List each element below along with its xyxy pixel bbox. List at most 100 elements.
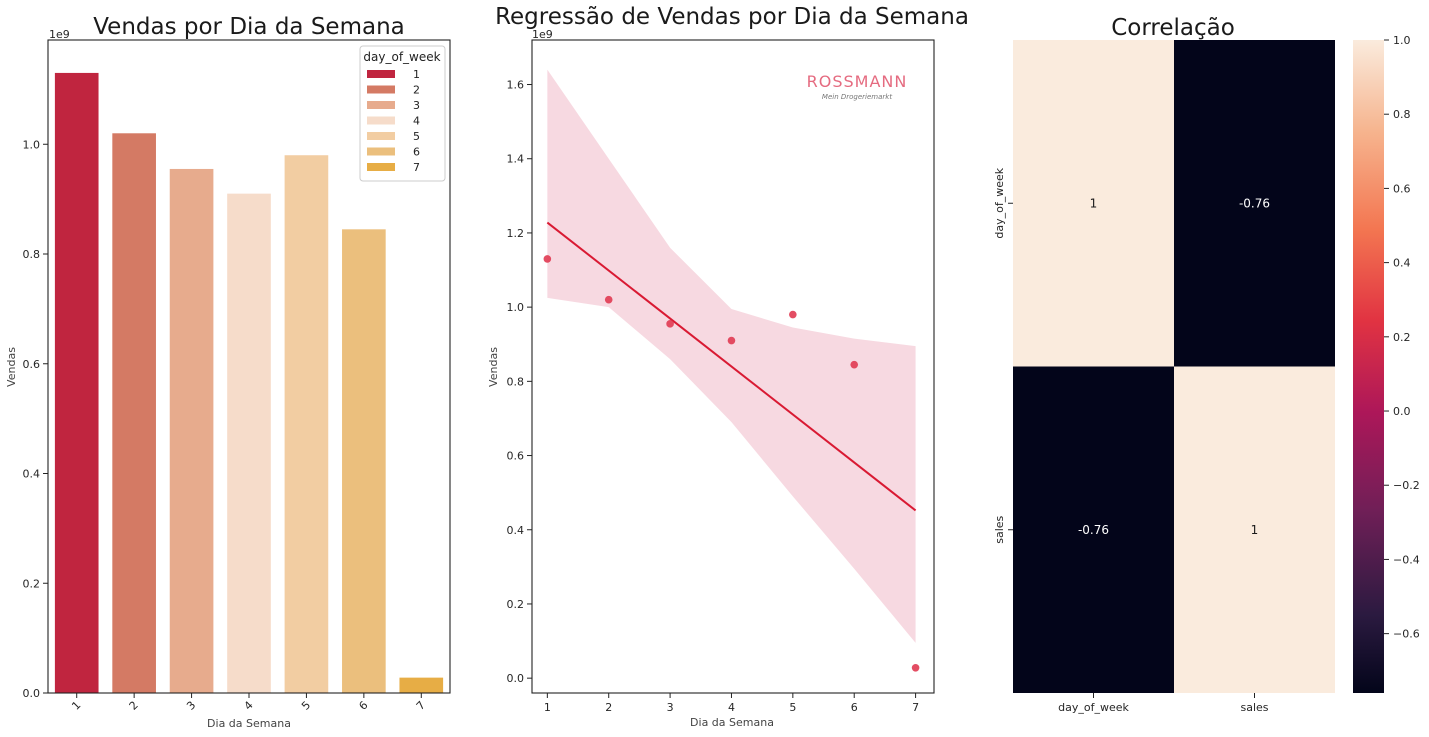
x-tick-label: 3 (667, 701, 674, 714)
col-label: day_of_week (1058, 701, 1129, 714)
y-tick-label: 1.0 (507, 301, 525, 314)
y-tick-label: 1.0 (23, 138, 41, 151)
x-tick-label: 2 (605, 701, 612, 714)
colorbar-tick-label: 0.8 (1393, 108, 1411, 121)
colorbar-ticks: 1.0 0.8 0.6 0.4 0.2 0.0 −0.2 −0.4 −0.6 (1384, 34, 1420, 641)
heatmap-chart: Correlação 1 -0.76-0.76 1 day_of_weeksales… (993, 15, 1420, 714)
heatmap-cell (1174, 40, 1335, 367)
bar (342, 229, 386, 693)
x-tick-label: 3 (184, 699, 198, 713)
y-tick-label: 0.8 (507, 375, 525, 388)
row-label: sales (993, 515, 1006, 543)
bar (284, 155, 329, 693)
x-tick-label: 6 (851, 701, 858, 714)
regression-line (546, 221, 917, 512)
scatter-point (543, 255, 552, 263)
legend-swatch (367, 163, 395, 171)
y-tick-label: 1.4 (507, 153, 525, 166)
bar-y-axis: 0.0 0.2 0.4 0.6 0.8 1.0 (23, 138, 48, 700)
bar-chart: Vendas por Dia da Semana 1e9 0.0 0.2 0.4 0.… (5, 14, 451, 730)
x-tick-label: 2 (127, 699, 141, 713)
heatmap-cell (1013, 366, 1174, 693)
colorbar-tick-label: 0.6 (1393, 182, 1411, 195)
scatter-point (850, 360, 859, 369)
x-tick-label: 7 (414, 699, 428, 713)
y-tick-label: 0.4 (23, 468, 41, 481)
rossmann-logo-tagline: Mein Drogeriemarkt (822, 93, 892, 101)
bar-legend: day_of_week 1 2 3 4 5 6 7 (359, 45, 446, 182)
colorbar-tick-label: 0.2 (1393, 331, 1411, 344)
x-tick-label: 6 (356, 699, 370, 713)
x-tick-label: 5 (789, 701, 796, 714)
bar-legend-title: day_of_week (363, 50, 440, 64)
confidence-band (547, 69, 916, 643)
regression-chart-xlabel: Dia da Semana (690, 716, 774, 729)
rossmann-logo-brand: ROSSMANN (807, 72, 908, 91)
legend-label: 4 (413, 115, 420, 128)
row-label: day_of_week (993, 167, 1006, 238)
bar-legend-items: 1 2 3 4 5 6 7 (367, 68, 420, 174)
y-tick-label: 0.2 (507, 598, 525, 611)
legend-label: 1 (413, 68, 420, 81)
colorbar-tick-label: −0.4 (1393, 553, 1420, 566)
legend-swatch (367, 147, 395, 156)
heatmap-cell (1013, 40, 1174, 367)
legend-swatch (367, 116, 395, 125)
scatter-point (911, 663, 920, 672)
bar-chart-offset-label: 1e9 (49, 28, 70, 41)
legend-label: 3 (413, 99, 420, 112)
legend-swatch (367, 132, 395, 140)
colorbar-tick-label: 0.0 (1393, 405, 1411, 418)
regression-chart-title: Regressão de Vendas por Dia da Semana (495, 4, 969, 30)
x-tick-label: 7 (912, 701, 919, 714)
heatmap-chart-title: Correlação (1111, 15, 1235, 41)
legend-label: 7 (413, 161, 420, 174)
y-tick-label: 0.6 (507, 450, 525, 463)
col-label: sales (1240, 701, 1268, 714)
heatmap-cells: 1 -0.76 -0.76 1 (1013, 40, 1335, 693)
heatmap-cell-value: -0.76 (1078, 523, 1109, 537)
regression-chart-frame (531, 39, 935, 694)
bar-x-axis: 1 2 3 4 5 6 7 (69, 693, 428, 713)
legend-label: 5 (413, 130, 420, 143)
bar (112, 133, 156, 694)
bar-chart-xlabel: Dia da Semana (207, 717, 291, 730)
y-tick-label: 0.8 (23, 248, 41, 261)
y-tick-label: 1.6 (507, 79, 525, 92)
regression-chart-offset-label: 1e9 (532, 28, 553, 41)
colorbar-tick-label: 1.0 (1393, 34, 1411, 47)
scatter-point (789, 310, 797, 319)
regression-y-axis: 0.0 0.2 0.4 0.6 0.8 1.0 1.2 1.4 1.6 (507, 79, 532, 685)
legend-swatch (367, 70, 395, 78)
bar-legend-box (359, 45, 446, 182)
scatter-point (666, 320, 674, 328)
heatmap-cell (1174, 366, 1335, 693)
y-tick-label: 0.0 (507, 672, 525, 685)
heatmap-cell-value: 1 (1251, 523, 1259, 537)
heatmap-cell-value: 1 (1090, 196, 1098, 210)
scatter-points (543, 255, 920, 672)
x-tick-label: 4 (242, 699, 256, 713)
x-tick-label: 5 (299, 699, 313, 713)
colorbar (1353, 40, 1384, 693)
scatter-point (727, 336, 736, 345)
y-tick-label: 0.0 (23, 687, 41, 700)
legend-swatch (367, 101, 395, 109)
bar (227, 193, 271, 693)
colorbar-tick-label: 0.4 (1393, 257, 1411, 270)
regression-chart-ylabel: Vendas (487, 347, 500, 387)
legend-label: 6 (413, 146, 420, 159)
legend-label: 2 (413, 84, 420, 97)
colorbar-tick-label: −0.6 (1393, 628, 1420, 641)
bar-chart-ylabel: Vendas (5, 347, 18, 387)
bar-marks (54, 72, 444, 694)
y-tick-label: 0.2 (23, 577, 41, 590)
x-tick-label: 1 (69, 699, 83, 713)
bar-chart-title: Vendas por Dia da Semana (93, 14, 405, 40)
legend-swatch (367, 85, 395, 94)
y-tick-label: 0.4 (507, 524, 525, 537)
y-tick-label: 1.2 (507, 227, 525, 240)
bar (169, 168, 214, 693)
x-tick-label: 4 (728, 701, 735, 714)
